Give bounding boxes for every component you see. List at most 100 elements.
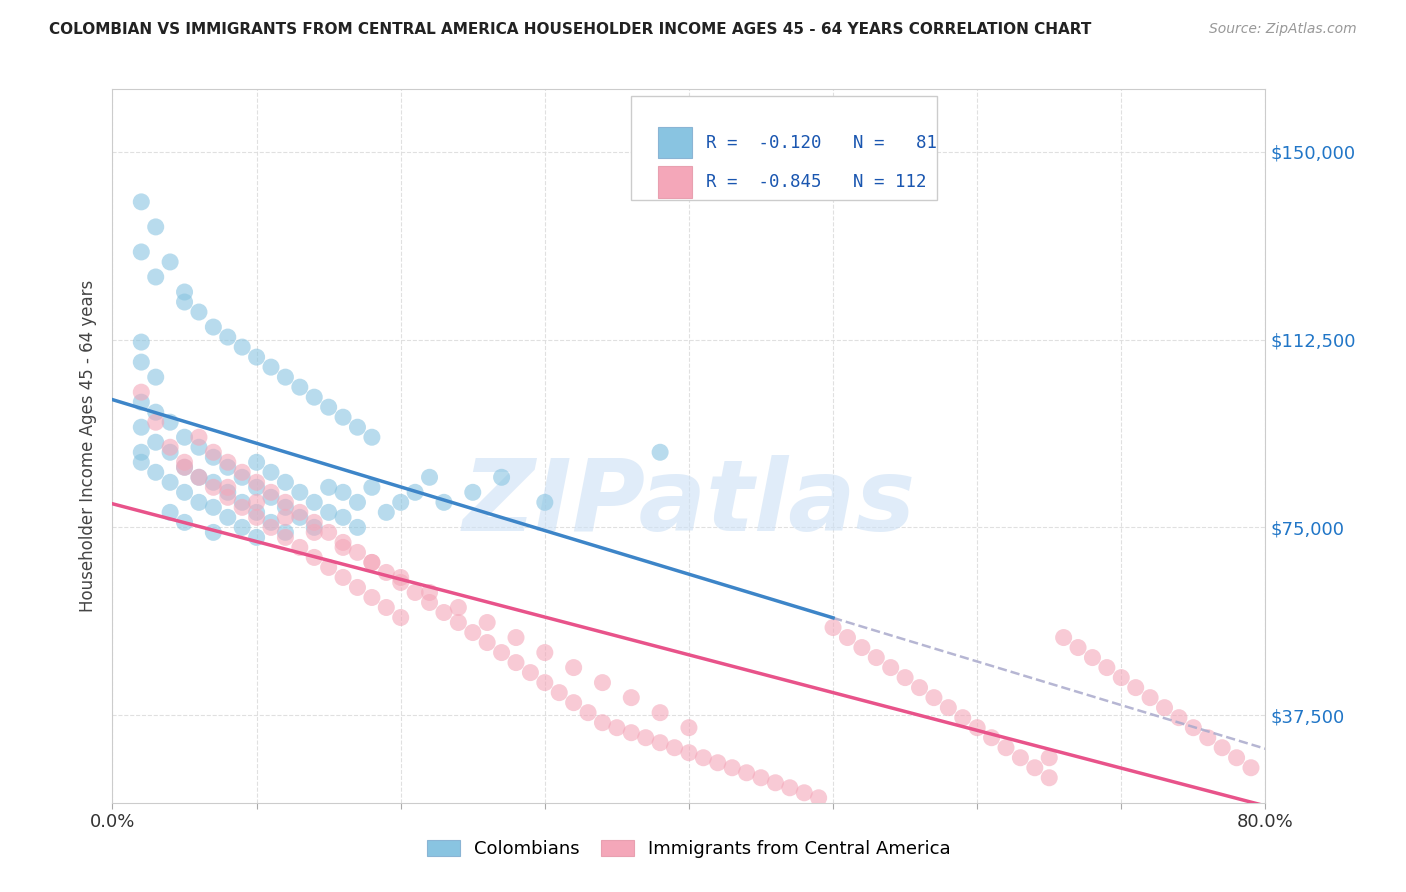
Point: [562, 696, 585, 710]
Point: [865, 650, 887, 665]
Point: [260, 465, 283, 479]
Point: [807, 790, 830, 805]
Point: [1095, 660, 1118, 674]
Point: [231, 465, 253, 479]
Point: [793, 786, 815, 800]
Point: [274, 510, 297, 524]
Point: [173, 295, 195, 310]
Point: [404, 585, 426, 599]
Point: [304, 550, 326, 565]
Point: [980, 731, 1002, 745]
Point: [634, 731, 657, 745]
Point: [1111, 671, 1133, 685]
Point: [318, 525, 340, 540]
Point: [779, 780, 801, 795]
Point: [159, 255, 181, 269]
Point: [304, 520, 326, 534]
Text: R =  -0.845   N = 112: R = -0.845 N = 112: [706, 173, 927, 191]
Point: [246, 505, 269, 519]
Point: [159, 475, 181, 490]
Point: [159, 445, 181, 459]
Point: [765, 776, 787, 790]
Point: [375, 566, 398, 580]
Point: [491, 470, 513, 484]
Point: [995, 740, 1018, 755]
Point: [246, 510, 269, 524]
Point: [202, 450, 225, 465]
Point: [433, 495, 456, 509]
Point: [346, 545, 368, 559]
Point: [318, 480, 340, 494]
Point: [576, 706, 599, 720]
Point: [678, 721, 700, 735]
Point: [837, 631, 859, 645]
Point: [548, 685, 571, 699]
Text: Source: ZipAtlas.com: Source: ZipAtlas.com: [1209, 22, 1357, 37]
Point: [1182, 721, 1205, 735]
Point: [318, 505, 340, 519]
Point: [1240, 761, 1263, 775]
Point: [952, 711, 974, 725]
Point: [1139, 690, 1161, 705]
Point: [851, 640, 873, 655]
Point: [188, 430, 211, 444]
Point: [650, 445, 672, 459]
Point: [217, 510, 239, 524]
Point: [505, 656, 527, 670]
Point: [562, 660, 585, 674]
Point: [389, 575, 412, 590]
Point: [606, 721, 628, 735]
Point: [375, 505, 398, 519]
Point: [145, 219, 167, 234]
Point: [304, 495, 326, 509]
Point: [678, 746, 700, 760]
Point: [1167, 711, 1189, 725]
Point: [304, 390, 326, 404]
Point: [274, 500, 297, 515]
Point: [260, 520, 283, 534]
Point: [360, 430, 382, 444]
Point: [1153, 700, 1175, 714]
Point: [419, 470, 441, 484]
Point: [461, 485, 484, 500]
Point: [360, 591, 382, 605]
Point: [274, 495, 297, 509]
Point: [260, 360, 283, 375]
Point: [231, 470, 253, 484]
Point: [966, 721, 988, 735]
Point: [129, 355, 153, 369]
Point: [389, 495, 412, 509]
FancyBboxPatch shape: [658, 127, 692, 159]
Point: [159, 415, 181, 429]
Point: [217, 491, 239, 505]
Point: [1010, 750, 1032, 764]
Point: [447, 600, 470, 615]
Point: [173, 516, 195, 530]
Point: [246, 475, 269, 490]
Point: [749, 771, 772, 785]
Point: [332, 410, 354, 425]
Point: [217, 460, 239, 475]
Point: [217, 330, 239, 344]
Point: [246, 530, 269, 544]
Point: [129, 335, 153, 350]
Point: [318, 400, 340, 414]
Point: [505, 631, 527, 645]
Point: [288, 380, 311, 394]
Point: [1211, 740, 1233, 755]
Point: [274, 370, 297, 384]
Point: [1081, 650, 1104, 665]
Point: [188, 440, 211, 454]
Legend: Colombians, Immigrants from Central America: Colombians, Immigrants from Central Amer…: [420, 832, 957, 865]
Point: [231, 520, 253, 534]
Point: [246, 480, 269, 494]
Point: [534, 675, 557, 690]
Point: [246, 455, 269, 469]
Point: [231, 340, 253, 354]
Text: COLOMBIAN VS IMMIGRANTS FROM CENTRAL AMERICA HOUSEHOLDER INCOME AGES 45 - 64 YEA: COLOMBIAN VS IMMIGRANTS FROM CENTRAL AME…: [49, 22, 1091, 37]
Point: [1197, 731, 1219, 745]
Point: [288, 485, 311, 500]
Point: [173, 485, 195, 500]
Point: [159, 505, 181, 519]
Point: [188, 305, 211, 319]
